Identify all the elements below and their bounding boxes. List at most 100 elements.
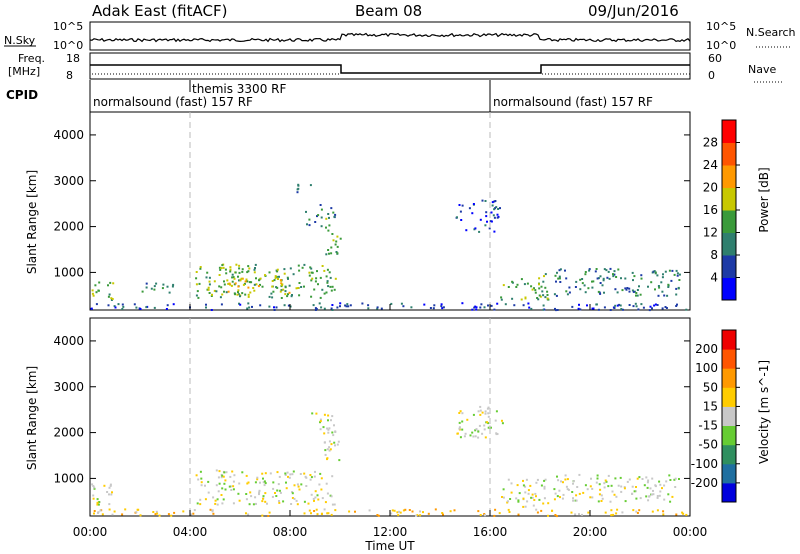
velocity-cell bbox=[221, 487, 224, 490]
power-cell bbox=[622, 308, 624, 311]
power-cell bbox=[229, 270, 232, 273]
power-cell bbox=[309, 184, 312, 187]
nsearch-label: N.Search bbox=[746, 26, 796, 39]
velocity-cell bbox=[613, 493, 616, 496]
power-cell bbox=[312, 304, 315, 307]
velocity-cell bbox=[589, 496, 592, 499]
power-cell bbox=[636, 294, 639, 297]
velocity-cell bbox=[266, 502, 268, 505]
power-cell bbox=[313, 288, 316, 291]
velocity-cell bbox=[310, 476, 313, 479]
velocity-cell bbox=[329, 448, 332, 451]
velocity-cell bbox=[633, 490, 636, 493]
power-cell bbox=[253, 289, 256, 292]
velocity-cell bbox=[300, 483, 303, 486]
velocity-cell bbox=[540, 509, 543, 512]
velocity-cell bbox=[487, 412, 490, 415]
power-ytick-label: 4000 bbox=[53, 128, 84, 142]
velocity-cell bbox=[556, 475, 558, 478]
power-cell bbox=[205, 303, 207, 306]
velocity-cell bbox=[669, 500, 672, 503]
velocity-cell bbox=[245, 493, 248, 495]
velocity-cell bbox=[292, 470, 295, 473]
velocity-cell bbox=[327, 512, 330, 515]
velocity-cell bbox=[490, 426, 492, 429]
power-cell bbox=[531, 288, 534, 291]
velocity-cell bbox=[639, 497, 642, 500]
power-cell bbox=[298, 294, 301, 297]
velocity-cell bbox=[564, 478, 567, 481]
power-cell bbox=[527, 302, 530, 305]
power-cell bbox=[332, 239, 335, 242]
velocity-cell bbox=[327, 414, 330, 417]
velocity-cell bbox=[663, 498, 666, 501]
velocity-cell bbox=[575, 494, 578, 497]
power-cell bbox=[542, 308, 545, 311]
velocity-cell bbox=[92, 485, 95, 487]
power-cell bbox=[666, 294, 669, 297]
power-cell bbox=[325, 291, 328, 294]
velocity-cell bbox=[487, 406, 490, 409]
velocity-cell bbox=[621, 511, 624, 514]
power-panel: 1000 2000 3000 4000 Slant Range [km] bbox=[25, 111, 691, 312]
power-cell bbox=[244, 280, 247, 283]
power-cell bbox=[279, 290, 282, 293]
power-cell bbox=[94, 284, 97, 287]
velocity-cell bbox=[333, 441, 336, 444]
power-cell bbox=[500, 298, 503, 301]
velocity-colorbar: 200 100 50 15 -15 -50 -100 -200 bbox=[691, 329, 740, 503]
power-cell bbox=[668, 269, 671, 272]
velocity-cell bbox=[578, 513, 580, 516]
power-cell bbox=[277, 278, 279, 280]
mhz-label: [MHz] bbox=[8, 65, 40, 78]
power-cell bbox=[544, 273, 547, 276]
power-cell bbox=[618, 303, 621, 306]
velocity-cell bbox=[638, 476, 641, 479]
power-cell bbox=[339, 302, 342, 305]
velocity-cell bbox=[258, 491, 261, 494]
power-cell bbox=[475, 308, 478, 311]
velocity-cell bbox=[305, 476, 308, 479]
power-cell bbox=[579, 278, 582, 281]
velocity-cell bbox=[323, 413, 326, 416]
power-cell bbox=[91, 289, 94, 292]
power-cell bbox=[284, 290, 287, 293]
power-colorbar-tick-label: 8 bbox=[710, 248, 718, 262]
velocity-cell bbox=[510, 491, 513, 494]
power-cell bbox=[468, 207, 471, 210]
velocity-cell bbox=[316, 513, 319, 516]
velocity-cell bbox=[320, 513, 323, 515]
velocity-cell bbox=[607, 485, 610, 488]
power-cell bbox=[291, 294, 293, 296]
power-cell bbox=[516, 283, 519, 286]
velocity-cell bbox=[310, 493, 313, 496]
power-cell bbox=[273, 279, 276, 282]
power-cell bbox=[155, 282, 158, 285]
velocity-cell bbox=[659, 483, 662, 486]
power-cell bbox=[108, 293, 111, 296]
velocity-cell bbox=[295, 499, 298, 502]
velocity-cell bbox=[216, 503, 219, 506]
power-cell bbox=[215, 290, 218, 293]
power-cell bbox=[237, 293, 240, 296]
power-cell bbox=[296, 191, 299, 194]
velocity-cell bbox=[211, 510, 214, 513]
power-cell bbox=[91, 292, 94, 295]
velocity-cell bbox=[225, 471, 228, 474]
power-cell bbox=[494, 200, 497, 202]
nave-tick-low: 0 bbox=[708, 69, 715, 82]
velocity-cell bbox=[231, 470, 234, 473]
velocity-cell bbox=[610, 484, 613, 487]
power-cell bbox=[376, 307, 379, 310]
power-cell bbox=[654, 288, 656, 291]
nsky-series bbox=[89, 32, 691, 43]
power-cell bbox=[197, 296, 200, 299]
velocity-cell bbox=[121, 513, 124, 516]
freq-tick-high: 18 bbox=[66, 52, 80, 65]
velocity-cell bbox=[230, 489, 233, 491]
velocity-cell bbox=[484, 410, 487, 413]
power-cell bbox=[288, 284, 291, 287]
velocity-colorbar-swatch bbox=[722, 387, 736, 407]
velocity-cell bbox=[502, 496, 505, 499]
power-cell bbox=[440, 303, 443, 306]
